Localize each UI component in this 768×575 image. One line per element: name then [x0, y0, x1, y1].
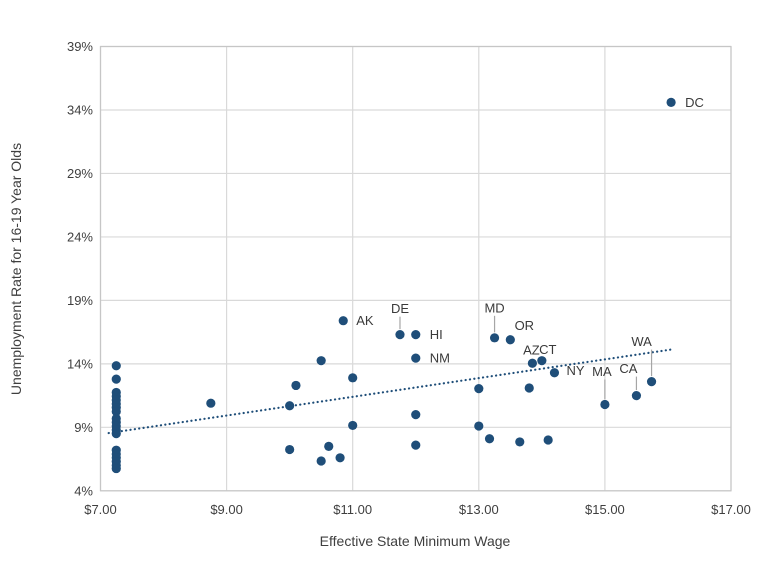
point-label-ca: CA: [619, 361, 637, 376]
data-point: [527, 358, 537, 368]
data-point: [631, 390, 642, 401]
data-point: [537, 356, 547, 366]
y-tick-label: 19%: [67, 293, 93, 308]
data-points: [111, 97, 676, 474]
y-axis-title: Unemployment Rate for 16-19 Year Olds: [8, 143, 24, 395]
point-label-de: DE: [391, 301, 409, 316]
point-label-az: AZ: [523, 343, 540, 358]
trend-line: [107, 348, 675, 435]
data-point: [600, 399, 610, 410]
point-label-wa: WA: [631, 334, 652, 349]
plot-border: [99, 45, 732, 492]
gridlines: [99, 45, 732, 492]
data-point: [666, 97, 676, 107]
data-point: [111, 429, 121, 439]
data-point: [285, 401, 295, 411]
data-point: [484, 434, 495, 444]
y-tick-label: 39%: [67, 39, 93, 54]
data-point: [348, 420, 358, 431]
data-point: [316, 456, 326, 466]
data-point: [646, 377, 657, 387]
data-point: [348, 373, 358, 383]
data-point: [291, 380, 301, 391]
data-point: [505, 335, 515, 345]
data-point: [335, 453, 345, 463]
data-point: [111, 374, 121, 384]
x-tick-label: $7.00: [84, 502, 117, 517]
label-leader-lines: [399, 315, 653, 399]
axis-tick-labels: $7.00 $9.00 $11.00 $13.00 $15.00 $17.00 4% 9% 14…: [67, 39, 751, 517]
data-point: [411, 330, 421, 340]
data-point: [316, 356, 326, 366]
data-point: [395, 330, 405, 340]
y-tick-label: 24%: [67, 229, 93, 244]
data-point: [489, 333, 500, 343]
point-label-nm: NM: [430, 351, 450, 366]
data-point: [474, 421, 484, 431]
point-labels: AK DE HI NM MD OR AZ CT NY MA CA WA DC: [356, 95, 704, 379]
y-tick-label: 34%: [67, 102, 93, 117]
trendline: [107, 348, 675, 435]
x-tick-label: $13.00: [459, 502, 499, 517]
data-point: [111, 361, 121, 371]
x-tick-label: $11.00: [333, 502, 372, 517]
data-point: [338, 316, 348, 326]
data-point: [524, 383, 534, 393]
x-tick-label: $9.00: [210, 502, 243, 517]
data-point: [324, 441, 334, 451]
point-label-ma: MA: [592, 364, 612, 379]
point-label-or: OR: [515, 318, 535, 333]
data-point: [111, 406, 121, 417]
x-tick-label: $17.00: [711, 502, 751, 517]
data-point: [111, 463, 121, 474]
point-label-ny: NY: [566, 363, 584, 378]
data-point: [515, 437, 525, 447]
y-tick-label: 14%: [67, 356, 93, 371]
data-point: [549, 368, 560, 378]
data-point: [206, 398, 216, 408]
data-point: [543, 435, 553, 445]
data-point: [411, 353, 421, 363]
point-label-dc: DC: [685, 95, 704, 110]
y-tick-label: 4%: [74, 483, 93, 498]
data-point: [285, 444, 295, 455]
y-tick-label: 29%: [67, 166, 93, 181]
data-point: [411, 440, 421, 450]
point-label-md: MD: [484, 300, 504, 315]
x-axis-title: Effective State Minimum Wage: [320, 533, 511, 549]
x-tick-label: $15.00: [585, 502, 625, 517]
point-label-ct: CT: [539, 342, 556, 357]
data-point: [411, 410, 421, 420]
point-label-ak: AK: [356, 313, 374, 328]
y-tick-label: 9%: [74, 420, 93, 435]
point-label-hi: HI: [430, 327, 443, 342]
data-point: [474, 384, 484, 394]
